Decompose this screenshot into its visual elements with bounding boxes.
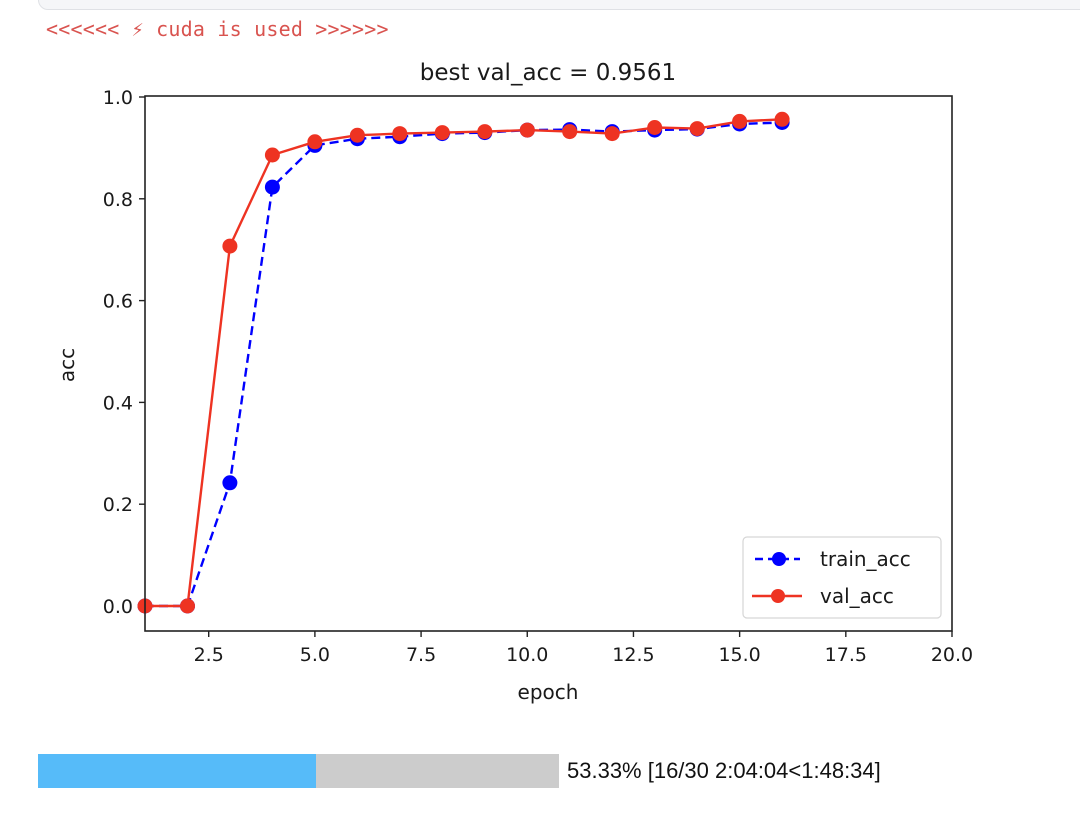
y-tick-label: 1.0 (103, 87, 133, 109)
data-point-marker (180, 598, 195, 614)
series-val-acc (137, 111, 790, 614)
legend-item-train-acc: train_acc (755, 547, 911, 571)
legend-label-val-acc: val_acc (820, 584, 894, 608)
y-tick-label: 0.6 (103, 291, 133, 313)
progress-bar-fill (38, 754, 316, 788)
x-tick-label: 5.0 (300, 644, 330, 666)
data-point-marker (519, 122, 535, 138)
y-tick-label: 0.2 (103, 494, 133, 516)
data-point-marker (477, 124, 493, 140)
x-tick-label: 2.5 (194, 644, 224, 666)
data-point-marker (689, 121, 705, 137)
cuda-status-output: <<<<<< ⚡ cuda is used >>>>>> (46, 17, 389, 41)
data-point-marker (562, 124, 578, 140)
y-axis-label: acc (55, 348, 79, 382)
legend-marker-train-icon (772, 552, 786, 566)
y-tick-label: 0.4 (103, 392, 133, 414)
data-point-marker (264, 179, 280, 195)
accuracy-chart: best val_acc = 0.9561 2.5 5.0 7.5 10.0 12.5 1… (55, 60, 973, 704)
legend-item-val-acc: val_acc (752, 584, 894, 608)
data-point-marker (647, 120, 663, 135)
training-progress: 53.33% [16/30 2:04:04<1:48:34] (38, 754, 881, 788)
y-tick-label: 0.8 (103, 189, 133, 211)
data-point-marker (604, 126, 620, 142)
previous-cell-container (38, 0, 1080, 10)
y-axis-ticks: 0.0 0.2 0.4 0.6 0.8 1.0 (103, 87, 145, 618)
data-point-marker (732, 113, 748, 129)
x-tick-label: 7.5 (406, 644, 436, 666)
legend-box (742, 536, 942, 619)
data-point-marker (392, 126, 408, 142)
legend-label-train-acc: train_acc (820, 547, 911, 571)
x-tick-label: 10.0 (506, 644, 548, 666)
series-train-acc (137, 115, 790, 614)
progress-status-text: 53.33% [16/30 2:04:04<1:48:34] (567, 758, 881, 783)
progress-bar-track (38, 754, 559, 788)
series-layer (137, 111, 790, 614)
data-point-marker (349, 127, 365, 143)
chart-title: best val_acc = 0.9561 (420, 60, 676, 86)
x-tick-label: 20.0 (931, 644, 973, 666)
data-point-marker (307, 134, 323, 150)
data-point-marker (264, 147, 280, 163)
data-point-marker (222, 475, 238, 491)
x-tick-label: 17.5 (825, 644, 867, 666)
x-axis-label: epoch (518, 680, 579, 704)
legend-marker-val-icon (771, 589, 785, 603)
chart-legend: train_acc val_acc (742, 536, 942, 619)
y-tick-label: 0.0 (103, 596, 133, 618)
x-tick-label: 12.5 (612, 644, 654, 666)
x-tick-label: 15.0 (718, 644, 760, 666)
data-point-marker (222, 238, 238, 254)
data-point-marker (774, 111, 790, 127)
x-axis-ticks: 2.5 5.0 7.5 10.0 12.5 15.0 17.5 20.0 (194, 631, 973, 666)
plot-frame (144, 95, 953, 632)
data-point-marker (434, 125, 450, 141)
